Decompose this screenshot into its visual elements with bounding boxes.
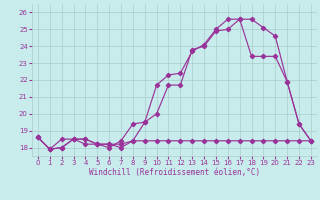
X-axis label: Windchill (Refroidissement éolien,°C): Windchill (Refroidissement éolien,°C) — [89, 168, 260, 177]
